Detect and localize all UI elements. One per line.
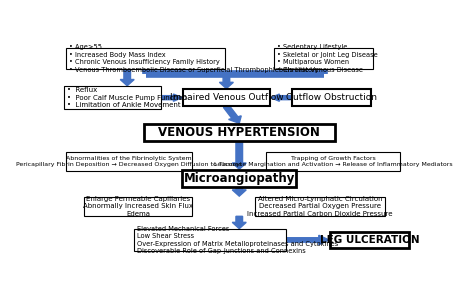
- Text: • Age>55
• Increased Body Mass Index
• Chronic Venous Insufficiency Family Histo: • Age>55 • Increased Body Mass Index • C…: [69, 44, 319, 73]
- FancyArrow shape: [232, 187, 246, 196]
- Text: Elevated Mechanical Forces
Low Shear Stress
Over-Expression of Matrix Metallopro: Elevated Mechanical Forces Low Shear Str…: [137, 226, 338, 254]
- FancyBboxPatch shape: [144, 124, 335, 141]
- FancyBboxPatch shape: [292, 89, 371, 106]
- FancyBboxPatch shape: [66, 48, 226, 69]
- Text: Outflow Obstruction: Outflow Obstruction: [286, 93, 376, 102]
- FancyBboxPatch shape: [66, 152, 192, 171]
- FancyBboxPatch shape: [134, 229, 286, 251]
- FancyBboxPatch shape: [266, 152, 400, 171]
- Text: Microangiopathy: Microangiopathy: [183, 172, 295, 185]
- FancyBboxPatch shape: [274, 48, 374, 69]
- Text: Impaired Venous Outflow: Impaired Venous Outflow: [170, 93, 283, 102]
- FancyArrow shape: [223, 106, 241, 123]
- Text: •  Reflux
•  Poor Calf Muscle Pump Function
•  Limitation of Ankle Movement: • Reflux • Poor Calf Muscle Pump Functio…: [67, 87, 187, 108]
- Text: • Sedentary Lifestyle
• Skeletal or Joint Leg Disease
• Multiparous Women
• Chro: • Sedentary Lifestyle • Skeletal or Join…: [277, 44, 378, 73]
- FancyArrow shape: [120, 70, 134, 86]
- Text: Abnormalities of the Fibrinolytic System
Pericapillary Fibrin Deposition → Decre: Abnormalities of the Fibrinolytic System…: [16, 156, 242, 167]
- FancyArrow shape: [287, 235, 329, 245]
- FancyBboxPatch shape: [183, 89, 270, 106]
- FancyArrow shape: [271, 94, 291, 101]
- FancyArrow shape: [162, 94, 182, 101]
- Text: Trapping of Growth Factors
Leucocyte Margination and Activation → Release of Inf: Trapping of Growth Factors Leucocyte Mar…: [214, 156, 452, 167]
- FancyArrow shape: [219, 74, 233, 88]
- FancyBboxPatch shape: [84, 197, 192, 216]
- FancyArrow shape: [232, 216, 246, 229]
- FancyBboxPatch shape: [255, 197, 385, 216]
- FancyBboxPatch shape: [64, 86, 161, 109]
- FancyBboxPatch shape: [182, 170, 296, 187]
- Text: LEG ULCERATION: LEG ULCERATION: [320, 235, 419, 245]
- FancyArrow shape: [232, 141, 246, 169]
- Text: VENOUS HYPERTENSION: VENOUS HYPERTENSION: [158, 126, 320, 139]
- Text: Altered Micro-Lymphatic Circulation
Decreased Partial Oxygen Pressure
Increased : Altered Micro-Lymphatic Circulation Decr…: [247, 196, 393, 217]
- Text: Enlarge Permeable Capillaries
Abnormally Increased Skin Flux
Edema: Enlarge Permeable Capillaries Abnormally…: [83, 196, 193, 217]
- FancyBboxPatch shape: [330, 232, 409, 248]
